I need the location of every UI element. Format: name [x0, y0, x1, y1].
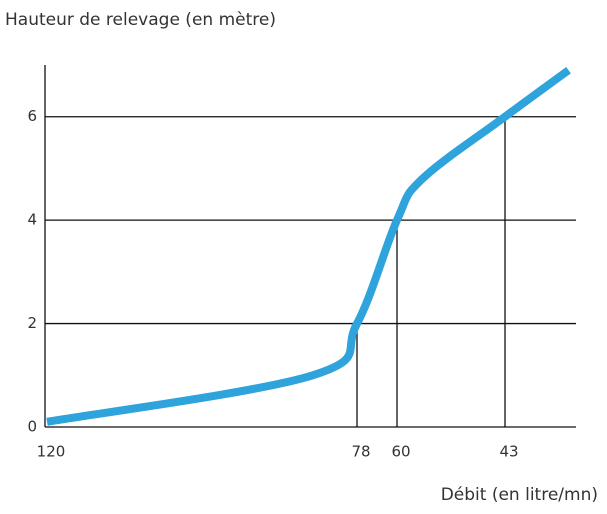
y-tick-label: 4 [27, 211, 37, 229]
y-tick-label: 0 [27, 418, 37, 436]
curve [46, 66, 571, 426]
y-tick-label: 2 [27, 314, 37, 332]
x-tick-label: 120 [37, 443, 66, 461]
chart-title: Hauteur de relevage (en mètre) [5, 10, 276, 30]
y-tick-label: 6 [27, 107, 37, 125]
x-axis-label: Débit (en litre/mn) [441, 485, 598, 505]
x-tick-label: 78 [351, 443, 370, 461]
x-tick-label: 60 [391, 443, 410, 461]
x-tick-label: 43 [499, 443, 518, 461]
